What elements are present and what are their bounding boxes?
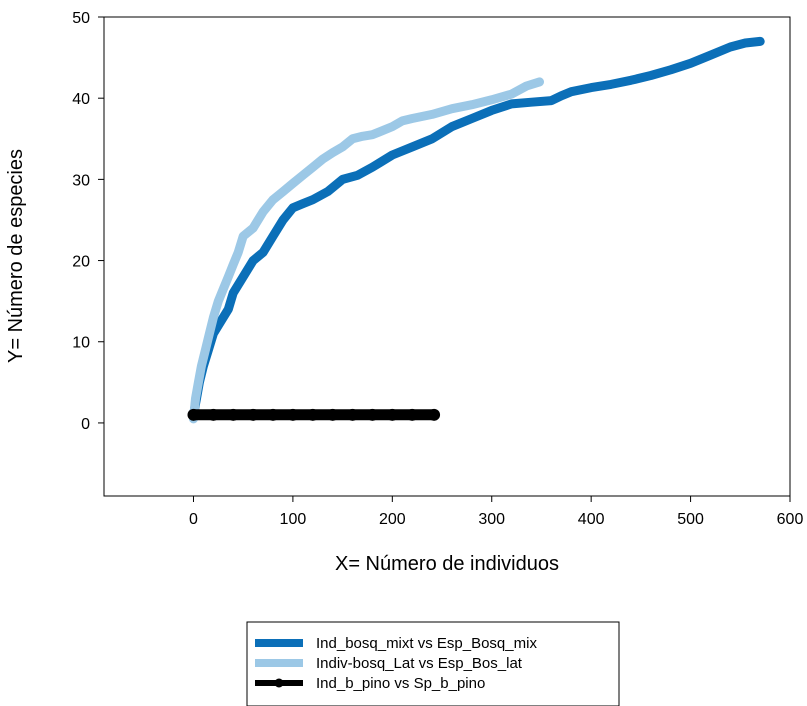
y-tick-label: 0 [81, 416, 90, 433]
series-layer [187, 36, 765, 424]
series-point [227, 408, 240, 421]
x-tick-label: 600 [777, 511, 804, 528]
x-axis-ticks: 0 100 200 300 400 500 600 [189, 496, 803, 528]
y-tick-label: 30 [72, 172, 90, 189]
y-axis-label: Y= Número de especies [5, 149, 27, 363]
series-point [207, 408, 220, 421]
series-line-2 [189, 77, 544, 424]
y-axis-ticks: 0 10 20 30 40 50 [72, 10, 104, 433]
legend-items: Ind_bosq_mixt vs Esp_Bosq_mix Indiv-bosq_… [255, 635, 537, 692]
series-line-1 [189, 36, 765, 420]
plot-frame [103, 16, 791, 497]
series-point [406, 408, 419, 421]
legend-marker [274, 678, 284, 688]
y-tick-label: 20 [72, 254, 90, 271]
x-tick-label: 300 [478, 511, 505, 528]
y-tick-label: 40 [72, 91, 90, 108]
series-point [306, 408, 319, 421]
legend-label: Ind_b_pino vs Sp_b_pino [316, 675, 485, 692]
x-tick-label: 200 [379, 511, 406, 528]
x-tick-label: 100 [280, 511, 307, 528]
legend-label: Ind_bosq_mixt vs Esp_Bosq_mix [316, 635, 537, 652]
x-tick-label: 500 [677, 511, 704, 528]
series-point [267, 408, 280, 421]
legend-label: Indiv-bosq_Lat vs Esp_Bos_lat [316, 655, 523, 672]
x-tick-label: 0 [189, 511, 198, 528]
legend: Ind_bosq_mixt vs Esp_Bosq_mix Indiv-bosq_… [246, 621, 620, 706]
series-point [386, 408, 399, 421]
x-tick-label: 400 [578, 511, 605, 528]
series-point [286, 408, 299, 421]
series-point [428, 408, 441, 421]
y-tick-label: 50 [72, 10, 90, 27]
series-point [187, 408, 200, 421]
legend-box [246, 621, 620, 706]
series-point [346, 408, 359, 421]
x-axis-label: X= Número de individuos [335, 553, 559, 575]
y-tick-label: 10 [72, 335, 90, 352]
series-point [366, 408, 379, 421]
series-point [247, 408, 260, 421]
series-point [326, 408, 339, 421]
